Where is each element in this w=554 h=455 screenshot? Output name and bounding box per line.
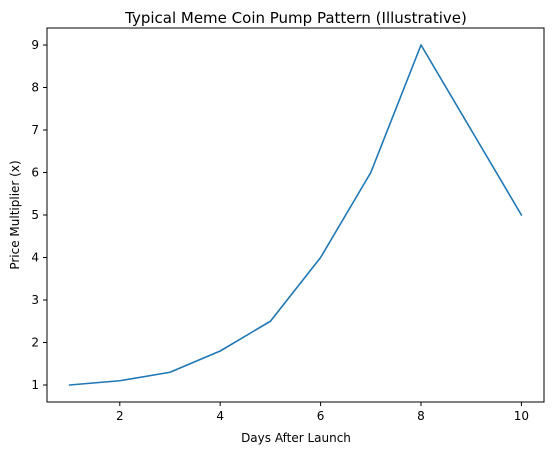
- y-tick-label: 6: [31, 166, 39, 180]
- x-tick-label: 10: [514, 409, 529, 423]
- x-tick-label: 6: [317, 409, 325, 423]
- y-tick-label: 2: [31, 336, 39, 350]
- series-line: [68, 44, 523, 386]
- y-tick-label: 1: [31, 378, 39, 392]
- chart-title: Typical Meme Coin Pump Pattern (Illustra…: [124, 9, 467, 27]
- x-tick-label: 4: [216, 409, 224, 423]
- x-axis: 2 4 6 8 10: [116, 402, 529, 423]
- y-axis: 1 2 3 4 5 6 7 8 9: [31, 38, 47, 392]
- y-tick-label: 4: [31, 251, 39, 265]
- y-tick-label: 5: [31, 208, 39, 222]
- y-axis-label: Price Multiplier (x): [8, 160, 22, 269]
- plot-frame: [46, 27, 545, 403]
- x-axis-label: Days After Launch: [241, 431, 351, 445]
- y-tick-label: 9: [31, 38, 39, 52]
- y-tick-label: 8: [31, 81, 39, 95]
- x-tick-label: 2: [116, 409, 124, 423]
- y-tick-label: 3: [31, 293, 39, 307]
- x-tick-label: 8: [417, 409, 425, 423]
- y-tick-label: 7: [31, 123, 39, 137]
